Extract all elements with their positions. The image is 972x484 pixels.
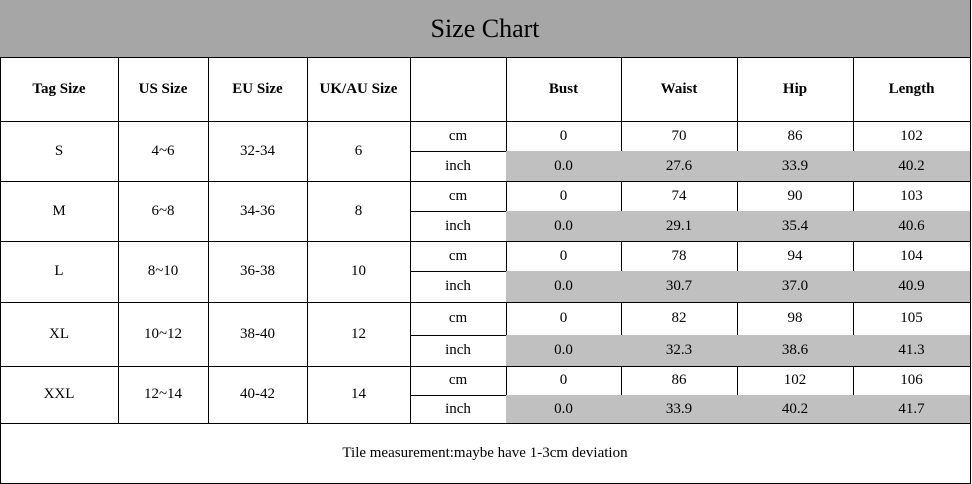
measure-cell: 0.0 [506, 271, 622, 303]
measure-cell: 106 [853, 366, 971, 396]
measure-cell: 74 [621, 181, 738, 212]
measure-cell: 35.4 [737, 211, 854, 242]
header-cell: EU Size [208, 57, 308, 122]
size-cell: 12~14 [118, 366, 209, 424]
unit-cell: cm [410, 241, 507, 272]
measure-cell: 0 [506, 181, 622, 212]
unit-cell: inch [410, 395, 507, 424]
header-cell: Hip [737, 57, 854, 122]
measure-cell: 104 [853, 241, 971, 272]
measure-cell: 0 [506, 241, 622, 272]
measure-cell: 40.9 [853, 271, 971, 303]
measure-cell: 33.9 [621, 395, 738, 424]
size-cell: 6 [307, 121, 411, 182]
size-cell: XL [0, 302, 119, 367]
measure-cell: 82 [621, 302, 738, 336]
unit-cell: inch [410, 211, 507, 242]
header-cell: Bust [506, 57, 622, 122]
header-cell: Length [853, 57, 971, 122]
measure-cell: 78 [621, 241, 738, 272]
size-cell: S [0, 121, 119, 182]
measure-cell: 27.6 [621, 151, 738, 182]
unit-cell: inch [410, 271, 507, 303]
unit-cell: cm [410, 366, 507, 396]
size-cell: 8~10 [118, 241, 209, 303]
unit-cell: inch [410, 335, 507, 367]
measure-cell: 40.6 [853, 211, 971, 242]
size-cell: 10~12 [118, 302, 209, 367]
measure-cell: 32.3 [621, 335, 738, 367]
measure-cell: 0.0 [506, 211, 622, 242]
measure-cell: 90 [737, 181, 854, 212]
unit-cell: cm [410, 302, 507, 336]
size-cell: L [0, 241, 119, 303]
size-cell: 36-38 [208, 241, 308, 303]
unit-cell: cm [410, 121, 507, 152]
measure-cell: 86 [621, 366, 738, 396]
measure-cell: 0 [506, 302, 622, 336]
size-cell: 38-40 [208, 302, 308, 367]
size-cell: 32-34 [208, 121, 308, 182]
header-cell: Waist [621, 57, 738, 122]
size-cell: 34-36 [208, 181, 308, 242]
header-cell: UK/AU Size [307, 57, 411, 122]
unit-cell: cm [410, 181, 507, 212]
title-bar: Size Chart [0, 0, 971, 58]
measure-cell: 98 [737, 302, 854, 336]
header-cell [410, 57, 507, 122]
measure-cell: 40.2 [737, 395, 854, 424]
header-cell: US Size [118, 57, 209, 122]
measure-cell: 41.3 [853, 335, 971, 367]
size-cell: 40-42 [208, 366, 308, 424]
size-cell: 12 [307, 302, 411, 367]
measure-cell: 0.0 [506, 395, 622, 424]
size-cell: 10 [307, 241, 411, 303]
measure-cell: 38.6 [737, 335, 854, 367]
measure-cell: 30.7 [621, 271, 738, 303]
measure-cell: 94 [737, 241, 854, 272]
measure-cell: 0 [506, 366, 622, 396]
measure-cell: 37.0 [737, 271, 854, 303]
size-cell: XXL [0, 366, 119, 424]
size-cell: M [0, 181, 119, 242]
measure-cell: 40.2 [853, 151, 971, 182]
measure-cell: 29.1 [621, 211, 738, 242]
size-cell: 6~8 [118, 181, 209, 242]
size-cell: 4~6 [118, 121, 209, 182]
measure-cell: 41.7 [853, 395, 971, 424]
footnote: Tile measurement:maybe have 1-3cm deviat… [0, 423, 971, 484]
measure-cell: 0 [506, 121, 622, 152]
unit-cell: inch [410, 151, 507, 182]
measure-cell: 70 [621, 121, 738, 152]
measure-cell: 0.0 [506, 335, 622, 367]
measure-cell: 33.9 [737, 151, 854, 182]
size-cell: 8 [307, 181, 411, 242]
measure-cell: 86 [737, 121, 854, 152]
size-cell: 14 [307, 366, 411, 424]
measure-cell: 105 [853, 302, 971, 336]
measure-cell: 102 [853, 121, 971, 152]
measure-cell: 0.0 [506, 151, 622, 182]
measure-cell: 102 [737, 366, 854, 396]
header-cell: Tag Size [0, 57, 119, 122]
measure-cell: 103 [853, 181, 971, 212]
